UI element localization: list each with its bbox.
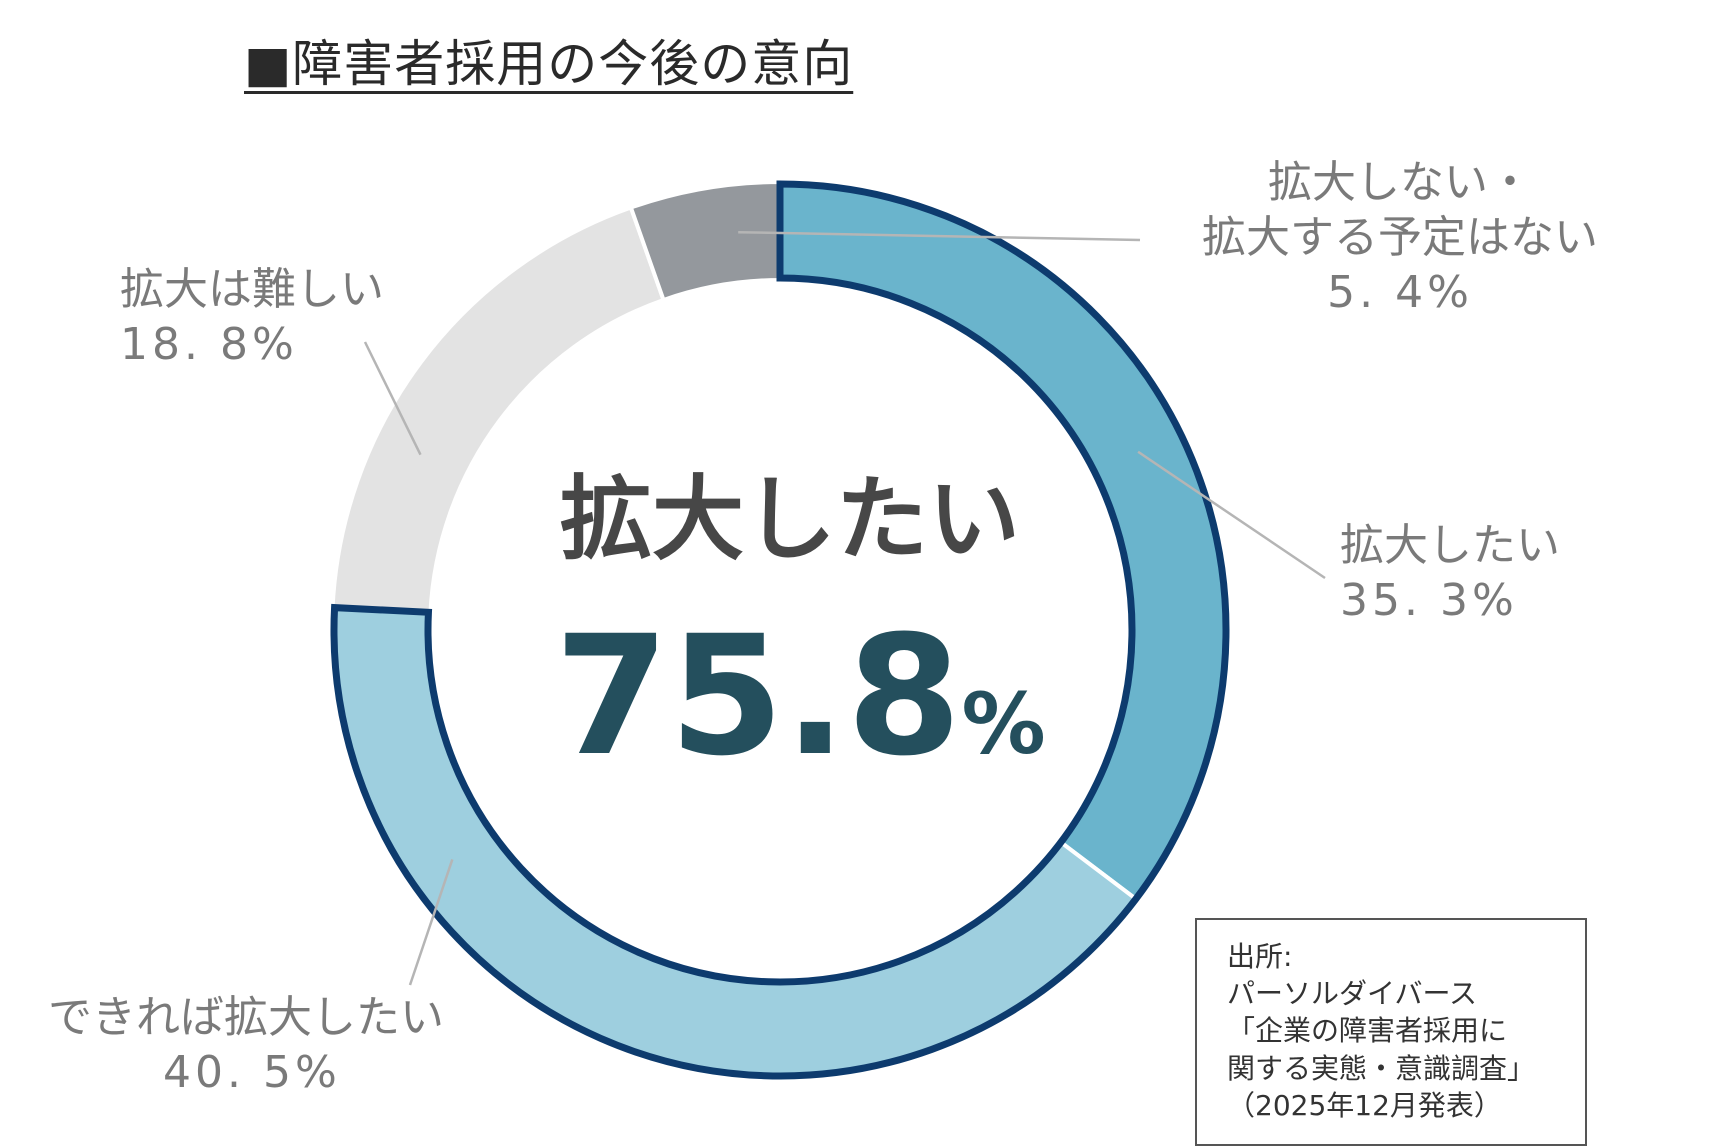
label-kakudai-shinai-line1: 拡大しない・ xyxy=(1268,157,1532,208)
leader-line-dekireba-kakudai xyxy=(408,859,454,986)
label-kakudai-shitai-text: 拡大したい xyxy=(1340,520,1560,571)
source-box: 出所: パーソルダイバース 「企業の障害者採用に 関する実態・意識調査」 （20… xyxy=(1195,918,1587,1146)
source-line: 関する実態・意識調査」 xyxy=(1227,1051,1536,1085)
highlight-outline xyxy=(330,180,1230,1080)
label-kakudai-muzukashii-text: 拡大は難しい xyxy=(120,264,384,315)
leader-line-kakudai-shitai xyxy=(1137,450,1326,580)
chart-title: ■障害者採用の今後の意向 xyxy=(244,35,854,93)
center-value: 75.8% xyxy=(540,600,1060,792)
label-kakudai-muzukashii: 拡大は難しい 18. 8% xyxy=(120,262,384,372)
source-line: 出所: xyxy=(1227,940,1293,973)
label-dekireba-kakudai: できれば拡大したい 40. 5% xyxy=(48,990,444,1100)
label-dekireba-kakudai-pct: 40. 5% xyxy=(163,1047,341,1098)
label-kakudai-shinai-line2: 拡大する予定はない xyxy=(1202,212,1598,263)
center-value-number: 75.8 xyxy=(554,600,962,792)
leader-line-kakudai-shinai xyxy=(738,230,1141,242)
center-value-unit: % xyxy=(961,675,1046,773)
label-kakudai-shitai: 拡大したい 35. 3% xyxy=(1340,518,1560,628)
label-dekireba-kakudai-text: できれば拡大したい xyxy=(48,992,444,1043)
source-line: パーソルダイバース xyxy=(1227,977,1478,1011)
label-kakudai-shinai: 拡大しない・ 拡大する予定はない 5. 4% xyxy=(1170,155,1630,320)
leader-line-kakudai-muzukashii xyxy=(363,341,422,456)
label-kakudai-shinai-pct: 5. 4% xyxy=(1327,267,1473,318)
label-kakudai-muzukashii-pct: 18. 8% xyxy=(120,319,298,370)
label-kakudai-shitai-pct: 35. 3% xyxy=(1340,575,1518,626)
center-label: 拡大したい xyxy=(560,466,1021,573)
source-line: （2025年12月発表） xyxy=(1227,1088,1502,1122)
source-line: 「企業の障害者採用に xyxy=(1227,1014,1508,1048)
